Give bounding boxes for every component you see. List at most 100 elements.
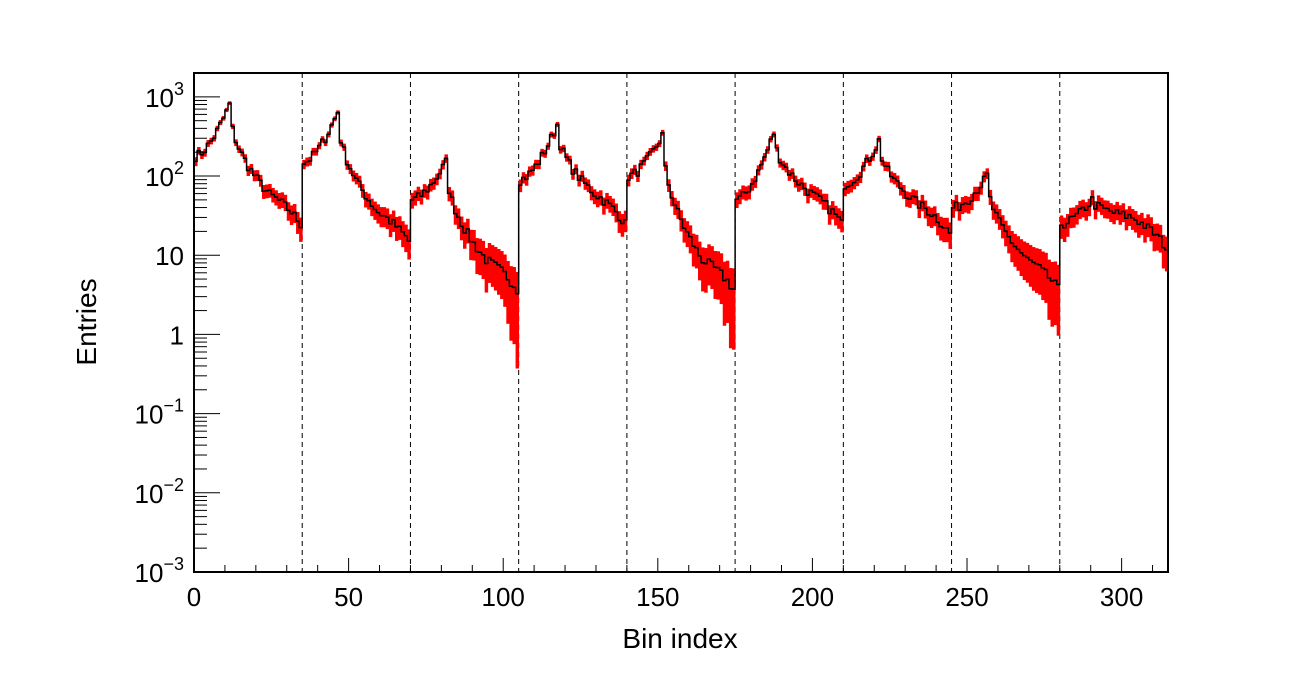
error-band-bar bbox=[806, 188, 810, 204]
error-band-bar bbox=[373, 201, 377, 220]
error-band-bar bbox=[818, 189, 823, 205]
error-band-bar bbox=[837, 208, 841, 229]
error-band-bar bbox=[1084, 202, 1089, 221]
error-band-bar bbox=[370, 198, 374, 217]
error-band-bar bbox=[1016, 236, 1020, 271]
y-tick-label: 103 bbox=[145, 79, 184, 113]
error-band-bar bbox=[299, 217, 303, 242]
error-band-bar bbox=[1035, 248, 1039, 294]
error-band-bar bbox=[419, 189, 424, 205]
error-band-bar bbox=[713, 251, 717, 299]
error-band-bar bbox=[738, 189, 742, 205]
error-band-bar bbox=[923, 200, 928, 219]
x-tick-label: 100 bbox=[482, 582, 525, 612]
error-band-bar bbox=[1056, 264, 1061, 336]
error-band-bar bbox=[1072, 207, 1076, 228]
error-band-bar bbox=[1075, 205, 1079, 225]
error-band-bar bbox=[280, 192, 285, 209]
error-band-bar bbox=[286, 202, 291, 221]
error-band-bar bbox=[1112, 204, 1116, 225]
y-tick-label: 1 bbox=[170, 320, 184, 350]
error-band-bar bbox=[1118, 205, 1123, 225]
histogram-line bbox=[194, 102, 1168, 295]
error-band-bar bbox=[1149, 217, 1153, 242]
error-band-bar bbox=[1143, 218, 1147, 243]
error-band-bar bbox=[732, 268, 736, 350]
error-band-bar bbox=[1137, 214, 1141, 238]
error-band-bar bbox=[623, 210, 628, 233]
error-band-bar bbox=[991, 201, 996, 220]
error-band-bar bbox=[450, 190, 455, 206]
error-band-bar bbox=[939, 216, 943, 241]
error-band-bar bbox=[1069, 207, 1073, 229]
error-band-bar bbox=[1050, 261, 1054, 327]
error-band-bar bbox=[914, 190, 918, 206]
error-band-bar bbox=[954, 194, 959, 212]
error-band-bar bbox=[1031, 247, 1036, 291]
error-band-bar bbox=[611, 198, 615, 217]
error-band-bar bbox=[407, 229, 411, 260]
error-band-bar bbox=[1158, 224, 1163, 253]
error-band-bar bbox=[1038, 249, 1042, 295]
error-band-bar bbox=[463, 222, 467, 249]
error-band-bar bbox=[840, 210, 844, 233]
error-band-bar bbox=[500, 251, 504, 300]
error-band-bar bbox=[1044, 252, 1048, 303]
error-band-bar bbox=[719, 253, 724, 305]
error-band-bar bbox=[1103, 200, 1107, 219]
error-band-bar bbox=[911, 189, 915, 205]
error-band-bar bbox=[997, 209, 1002, 230]
error-band-bar bbox=[942, 217, 946, 243]
error-band-bar bbox=[515, 271, 520, 369]
error-band-bar bbox=[1121, 203, 1126, 223]
x-tick-label: 150 bbox=[636, 582, 679, 612]
error-band-bar bbox=[963, 195, 968, 213]
error-band-bar bbox=[410, 192, 414, 209]
error-band-bar bbox=[398, 216, 402, 240]
error-band-bar bbox=[481, 240, 486, 280]
error-band-bar bbox=[292, 204, 297, 224]
error-band-bar bbox=[970, 193, 974, 211]
error-band-bar bbox=[1025, 242, 1030, 283]
error-band-bar bbox=[1090, 190, 1095, 206]
error-band-bar bbox=[1010, 230, 1014, 263]
error-band-bar bbox=[735, 192, 739, 209]
error-band-bar bbox=[688, 225, 693, 254]
error-band-bar bbox=[1078, 200, 1082, 220]
error-band-bar bbox=[834, 205, 838, 226]
error-band-bar bbox=[1124, 209, 1129, 231]
error-band-bar bbox=[497, 249, 501, 295]
error-band-bar bbox=[926, 206, 931, 227]
error-band-bar bbox=[1133, 210, 1138, 233]
error-band-bar bbox=[1140, 212, 1144, 236]
error-band-bar bbox=[728, 268, 733, 349]
error-band-bar bbox=[710, 246, 714, 289]
error-band-bar bbox=[951, 199, 956, 218]
error-band-bar bbox=[1062, 217, 1067, 243]
error-band-bar bbox=[673, 197, 677, 215]
y-tick-label: 102 bbox=[145, 158, 184, 192]
segment-boundaries bbox=[301, 73, 1061, 572]
error-band-bar bbox=[670, 191, 674, 207]
error-band-bar bbox=[960, 197, 965, 215]
histogram-step-line bbox=[194, 102, 1168, 295]
error-band-bar bbox=[283, 194, 288, 212]
error-band-bar bbox=[413, 190, 418, 206]
error-band-bar bbox=[620, 214, 625, 237]
error-band-bar bbox=[1081, 199, 1085, 218]
error-band-bar bbox=[1146, 214, 1150, 238]
error-band-bar bbox=[967, 196, 971, 214]
error-band-bar bbox=[469, 229, 473, 261]
error-band-bar bbox=[385, 208, 390, 230]
error-band-bar bbox=[605, 192, 609, 209]
error-band-bar bbox=[994, 204, 999, 224]
error-band-bar bbox=[948, 222, 952, 249]
error-band-bar bbox=[456, 208, 461, 230]
error-band-bar bbox=[595, 191, 600, 208]
error-band-bar bbox=[1041, 251, 1045, 301]
error-band-bar bbox=[1087, 198, 1092, 217]
y-tick-label: 10−1 bbox=[135, 396, 184, 430]
error-band-bar bbox=[1065, 214, 1070, 237]
error-band-bar bbox=[722, 261, 727, 326]
